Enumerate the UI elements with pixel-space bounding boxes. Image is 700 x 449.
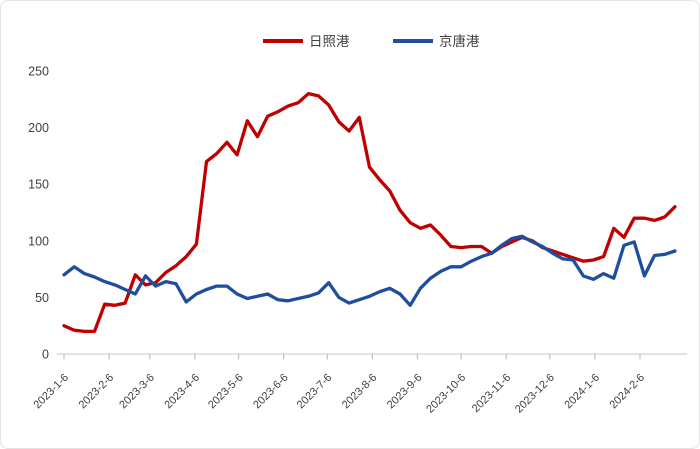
x-tick-label: 2023-5-6	[206, 372, 246, 412]
x-tick-label: 2023-4-6	[162, 372, 202, 412]
y-tick-label: 200	[28, 121, 49, 135]
x-tick-label: 2023-8-6	[340, 372, 380, 412]
series-line-rizhao	[62, 91, 677, 334]
x-tick-label: 2023-2-6	[77, 372, 117, 412]
x-tick-label: 2024-2-6	[607, 372, 647, 412]
y-tick-label: 150	[28, 178, 49, 192]
x-tick-label: 2023-7-6	[295, 372, 335, 412]
y-tick-label: 0	[42, 348, 49, 362]
chart-legend: 日照港 京唐港	[263, 33, 480, 49]
series-lines	[62, 91, 677, 334]
series-line-jingtang	[62, 234, 677, 307]
x-tick-label: 2023-9-6	[385, 372, 425, 412]
x-tick-label: 2023-3-6	[117, 372, 157, 412]
y-tick-label: 100	[28, 234, 49, 248]
y-tick-label: 50	[35, 291, 49, 305]
x-tick-label: 2023-6-6	[251, 372, 291, 412]
legend-label-jingtang: 京唐港	[439, 33, 480, 49]
x-tick-label: 2023-1-6	[31, 372, 71, 412]
x-tick-label: 2023-10-6	[424, 372, 468, 416]
x-axis-labels: 2023-1-6 2023-2-6 2023-3-6 2023-4-6 2023-5-6…	[31, 372, 647, 416]
legend-label-rizhao: 日照港	[309, 34, 350, 49]
y-axis-labels: 0 50 100 150 200 250	[28, 65, 49, 362]
y-tick-label: 250	[28, 65, 49, 79]
x-tick-label: 2023-11-6	[470, 372, 513, 415]
x-axis-ticks	[63, 354, 641, 360]
x-tick-label: 2024-1-6	[562, 372, 602, 412]
x-tick-label: 2023-12-6	[513, 372, 557, 416]
